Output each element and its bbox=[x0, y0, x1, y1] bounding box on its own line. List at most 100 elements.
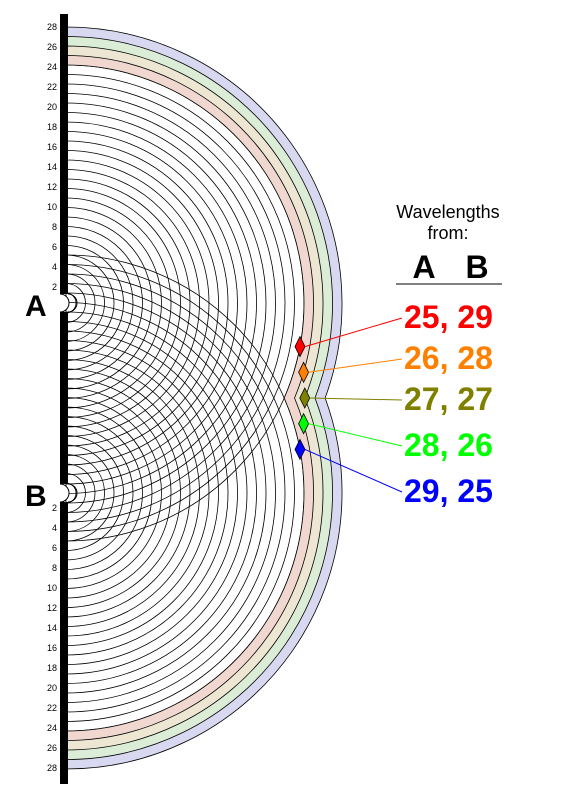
scale-tick-label: 12 bbox=[47, 603, 57, 613]
wavefront-circle-b bbox=[66, 292, 267, 694]
wavefront-circle-b bbox=[66, 387, 172, 599]
legend-column-b: B bbox=[465, 249, 488, 285]
wavefront-circle-b bbox=[66, 454, 105, 532]
source-opening-edge bbox=[67, 293, 78, 313]
wavefront-circle-b bbox=[66, 368, 191, 618]
wavefront-circle-a bbox=[66, 226, 143, 380]
wavefront-circle-a bbox=[66, 74, 295, 532]
legend-entry: 26, 28 bbox=[404, 340, 493, 376]
wavefront-circle-a bbox=[66, 121, 248, 485]
intersection-marker bbox=[298, 361, 310, 384]
wavefront-circle-a bbox=[66, 264, 105, 342]
wavefront-circle-b bbox=[66, 463, 96, 523]
wavefront-circle-a bbox=[66, 216, 153, 390]
wavefront-circle-b bbox=[66, 321, 238, 665]
wavefront-circle-a bbox=[66, 112, 257, 494]
source-a-opening bbox=[59, 293, 70, 313]
wavefront-circle-a bbox=[66, 254, 115, 352]
wavefront-circle-a bbox=[66, 178, 191, 428]
wavefront-circle-a bbox=[66, 65, 305, 542]
scale-tick-label: 18 bbox=[47, 122, 57, 132]
wavelength-scale: 2826242220181614121086422468101214161820… bbox=[47, 22, 57, 773]
wavefront-circle-a bbox=[66, 283, 86, 323]
scale-tick-label: 4 bbox=[52, 523, 57, 533]
wavefront-circle-b bbox=[66, 311, 248, 675]
intersection-marker bbox=[299, 387, 311, 409]
wavefront-circle-a bbox=[66, 245, 124, 361]
scale-tick-label: 6 bbox=[52, 543, 57, 553]
wavefront-circle-b bbox=[66, 397, 162, 589]
intersection-marker bbox=[294, 335, 306, 358]
scale-tick-label: 6 bbox=[52, 242, 57, 252]
wavefront-circle-a bbox=[66, 235, 134, 371]
legend-column-a: A bbox=[412, 249, 435, 285]
wavefront-circle-b bbox=[66, 416, 143, 570]
wavefront-circle-b bbox=[66, 283, 276, 703]
intersection-marker bbox=[298, 412, 310, 435]
wavefront-circle-b bbox=[66, 254, 305, 731]
barrier-segment bbox=[60, 502, 68, 784]
scale-tick-label: 12 bbox=[47, 182, 57, 192]
wavefront-circles bbox=[66, 65, 305, 731]
scale-tick-label: 20 bbox=[47, 102, 57, 112]
scale-tick-label: 8 bbox=[52, 222, 57, 232]
wavefront-circle-a bbox=[66, 131, 238, 475]
wavefront-circle-b bbox=[66, 406, 153, 580]
wavefront-circle-a bbox=[66, 197, 172, 409]
wavefront-circle-b bbox=[66, 444, 115, 542]
scale-tick-label: 22 bbox=[47, 82, 57, 92]
scale-tick-label: 22 bbox=[47, 703, 57, 713]
source-a-label: A bbox=[25, 290, 47, 323]
wavefront-circle-b bbox=[66, 330, 229, 656]
legend-entry: 29, 25 bbox=[404, 473, 493, 509]
wavefront-circle-a bbox=[66, 102, 267, 504]
barrier-segment bbox=[60, 14, 68, 294]
wavefront-circle-b bbox=[66, 435, 124, 551]
source-opening-edge bbox=[67, 483, 78, 503]
wavefront-circle-a bbox=[66, 140, 229, 466]
scale-tick-label: 2 bbox=[52, 503, 57, 513]
wavefront-circle-a bbox=[66, 83, 286, 523]
wavefront-circle-b bbox=[66, 425, 134, 561]
barrier-segment bbox=[60, 312, 68, 484]
source-b-opening bbox=[59, 483, 70, 503]
scale-tick-label: 26 bbox=[47, 743, 57, 753]
legend-leader-line bbox=[309, 397, 403, 401]
wavefront-circle-a bbox=[66, 169, 200, 437]
scale-tick-label: 16 bbox=[47, 643, 57, 653]
scale-tick-label: 14 bbox=[47, 623, 57, 633]
scale-tick-label: 14 bbox=[47, 162, 57, 172]
wavefront-circle-b bbox=[66, 273, 286, 713]
wavefront-circle-b bbox=[66, 359, 200, 627]
legend-entry: 27, 27 bbox=[404, 381, 493, 417]
legend: Wavelengths from: A B 25, 29 26, 28 27, 27… bbox=[304, 202, 502, 509]
wavefront-circle-b bbox=[66, 264, 295, 722]
scale-tick-label: 26 bbox=[47, 42, 57, 52]
wavefront-circle-a bbox=[66, 207, 162, 399]
barrier-wall bbox=[59, 14, 78, 784]
wavefront-circle-a bbox=[66, 188, 181, 418]
scale-tick-label: 16 bbox=[47, 142, 57, 152]
scale-tick-label: 20 bbox=[47, 683, 57, 693]
scale-tick-label: 28 bbox=[47, 22, 57, 32]
legend-title-line2: from: bbox=[427, 223, 468, 243]
scale-tick-label: 10 bbox=[47, 583, 57, 593]
wavefront-circle-a bbox=[66, 273, 96, 333]
intersection-marker bbox=[294, 438, 306, 461]
scale-tick-label: 8 bbox=[52, 563, 57, 573]
wavefront-circle-b bbox=[66, 340, 219, 646]
scale-tick-label: 18 bbox=[47, 663, 57, 673]
wavefront-circle-a bbox=[66, 150, 219, 456]
legend-leader-line bbox=[308, 423, 403, 447]
scale-tick-label: 24 bbox=[47, 723, 57, 733]
legend-entry: 28, 26 bbox=[404, 427, 493, 463]
legend-entry: 25, 29 bbox=[404, 299, 493, 335]
scale-tick-label: 10 bbox=[47, 202, 57, 212]
legend-leader-line bbox=[304, 317, 403, 348]
legend-title-line1: Wavelengths bbox=[396, 202, 499, 222]
scale-tick-label: 28 bbox=[47, 763, 57, 773]
wavefront-circle-b bbox=[66, 473, 86, 513]
legend-leader-line bbox=[304, 448, 403, 493]
legend-entries: 25, 29 26, 28 27, 27 28, 26 29, 25 bbox=[304, 299, 493, 509]
